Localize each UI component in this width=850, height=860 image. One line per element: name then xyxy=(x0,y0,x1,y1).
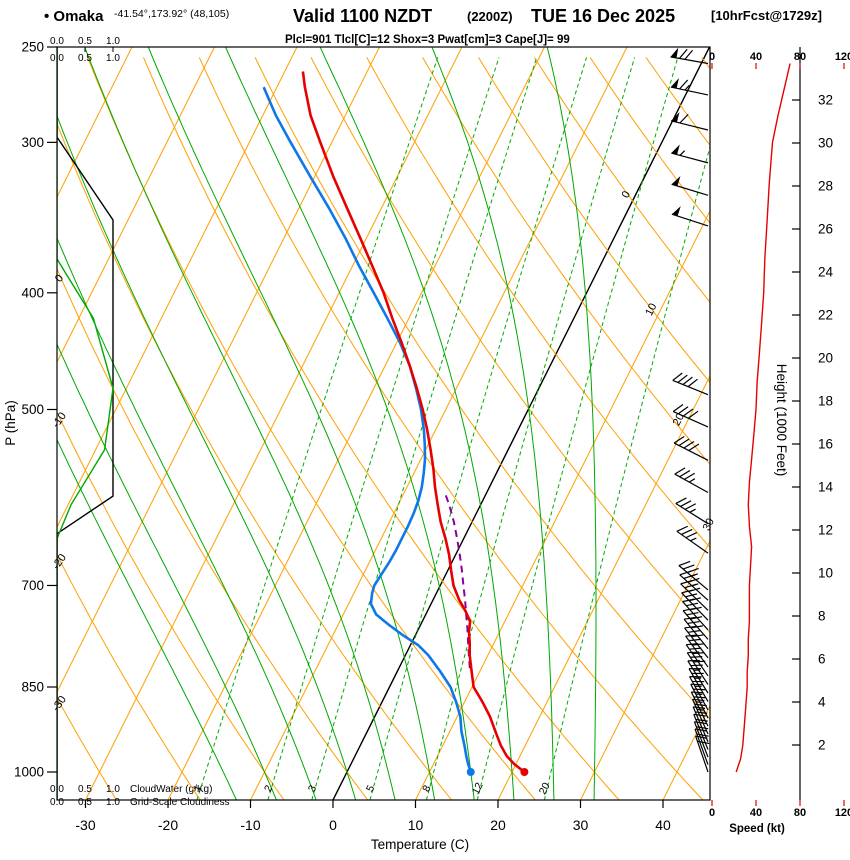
svg-text:30: 30 xyxy=(573,817,589,833)
svg-text:400: 400 xyxy=(21,285,44,300)
station-name: • Omaka xyxy=(44,8,104,25)
temperature-curve xyxy=(301,71,526,774)
temperature-axis-title: Temperature (C) xyxy=(371,837,469,852)
svg-text:-30: -30 xyxy=(50,694,69,714)
svg-text:0.0: 0.0 xyxy=(50,797,64,808)
svg-text:20: 20 xyxy=(490,817,506,833)
svg-text:40: 40 xyxy=(750,807,762,819)
svg-text:26: 26 xyxy=(818,222,833,237)
svg-text:40: 40 xyxy=(655,817,671,833)
svg-text:120: 120 xyxy=(835,807,850,819)
speed-axis: 0 0 40 40 80 80 120 120 xyxy=(709,51,850,819)
svg-text:8: 8 xyxy=(420,783,433,794)
svg-text:-10: -10 xyxy=(240,817,260,833)
station-coords: -41.54°,173.92° (48,105) xyxy=(114,8,229,20)
cloud-profiles xyxy=(57,47,114,800)
svg-text:10: 10 xyxy=(818,566,833,581)
svg-text:700: 700 xyxy=(21,578,44,593)
dewpoint-curve xyxy=(262,86,473,773)
speed-axis-title: Speed (kt) xyxy=(729,823,785,835)
cloudiness-scale-title: Grid-Scale Cloudiness xyxy=(130,797,230,808)
pressure-axis-title: P (hPa) xyxy=(3,400,18,446)
svg-text:6: 6 xyxy=(818,652,826,667)
svg-text:1: 1 xyxy=(191,783,204,794)
svg-text:0.5: 0.5 xyxy=(78,797,92,808)
height-axis-title: Height (1000 Feet) xyxy=(774,364,789,477)
svg-text:2: 2 xyxy=(262,783,275,794)
svg-text:10: 10 xyxy=(643,301,659,317)
svg-text:12: 12 xyxy=(818,523,833,538)
svg-text:1.0: 1.0 xyxy=(106,784,120,795)
svg-text:0.0: 0.0 xyxy=(50,784,64,795)
svg-text:10: 10 xyxy=(408,817,424,833)
svg-text:20: 20 xyxy=(537,781,553,797)
svg-text:250: 250 xyxy=(21,40,44,55)
svg-text:24: 24 xyxy=(818,265,834,280)
svg-text:18: 18 xyxy=(818,394,833,409)
svg-text:22: 22 xyxy=(818,308,833,323)
svg-text:0.0: 0.0 xyxy=(50,53,64,64)
svg-text:0: 0 xyxy=(53,273,66,285)
svg-text:-20: -20 xyxy=(50,552,69,572)
svg-text:0: 0 xyxy=(709,807,715,819)
svg-text:0: 0 xyxy=(620,189,633,200)
svg-text:-10: -10 xyxy=(50,410,69,430)
svg-text:120: 120 xyxy=(835,51,850,63)
valid-zulu: (2200Z) xyxy=(467,9,513,24)
indices-line: Plcl=901 Tlcl[C]=12 Shox=3 Pwat[cm]=3 Ca… xyxy=(285,34,570,46)
svg-text:5: 5 xyxy=(364,783,377,794)
surface-temperature-dot xyxy=(520,767,529,776)
svg-text:3: 3 xyxy=(306,783,319,794)
svg-text:30: 30 xyxy=(818,136,833,151)
sounding-curves xyxy=(262,71,529,776)
svg-text:12: 12 xyxy=(470,781,486,797)
svg-text:32: 32 xyxy=(818,93,833,108)
speed-curve xyxy=(735,63,791,773)
svg-text:1.0: 1.0 xyxy=(106,36,120,47)
svg-text:500: 500 xyxy=(21,402,44,417)
wind-barbs xyxy=(670,47,710,773)
cloudwater-scale-title: CloudWater (g/Kg) xyxy=(130,784,212,795)
svg-text:8: 8 xyxy=(818,609,826,624)
svg-text:850: 850 xyxy=(21,680,44,695)
dry-adiabats xyxy=(57,57,710,800)
svg-text:80: 80 xyxy=(794,807,806,819)
svg-text:0.5: 0.5 xyxy=(78,36,92,47)
svg-text:2: 2 xyxy=(818,738,826,753)
svg-text:0.0: 0.0 xyxy=(50,36,64,47)
svg-text:80: 80 xyxy=(794,51,806,63)
svg-text:-20: -20 xyxy=(158,817,178,833)
svg-text:300: 300 xyxy=(21,135,44,150)
svg-text:0: 0 xyxy=(709,51,715,63)
svg-text:16: 16 xyxy=(818,437,833,452)
svg-text:40: 40 xyxy=(750,51,762,63)
svg-text:20: 20 xyxy=(818,351,833,366)
svg-text:1000: 1000 xyxy=(14,764,44,779)
cloudiness-profile xyxy=(57,47,114,800)
svg-text:30: 30 xyxy=(701,516,717,532)
svg-text:14: 14 xyxy=(818,480,834,495)
svg-text:-30: -30 xyxy=(75,817,95,833)
svg-text:0: 0 xyxy=(329,817,337,833)
svg-text:28: 28 xyxy=(818,179,833,194)
cloudwater-profile xyxy=(57,47,114,800)
mixing-ratio-lines xyxy=(196,57,710,800)
surface-dewpoint-dot xyxy=(466,767,475,776)
valid-date: TUE 16 Dec 2025 xyxy=(531,6,675,26)
svg-text:1.0: 1.0 xyxy=(106,797,120,808)
forecast-tag: [10hrFcst@1729z] xyxy=(711,8,822,23)
svg-text:0.5: 0.5 xyxy=(78,784,92,795)
svg-text:1.0: 1.0 xyxy=(106,53,120,64)
parcel-curve xyxy=(444,493,471,669)
svg-text:0.5: 0.5 xyxy=(78,53,92,64)
moist-adiabats xyxy=(57,47,597,800)
valid-time: Valid 1100 NZDT xyxy=(293,6,432,26)
svg-text:4: 4 xyxy=(818,695,826,710)
